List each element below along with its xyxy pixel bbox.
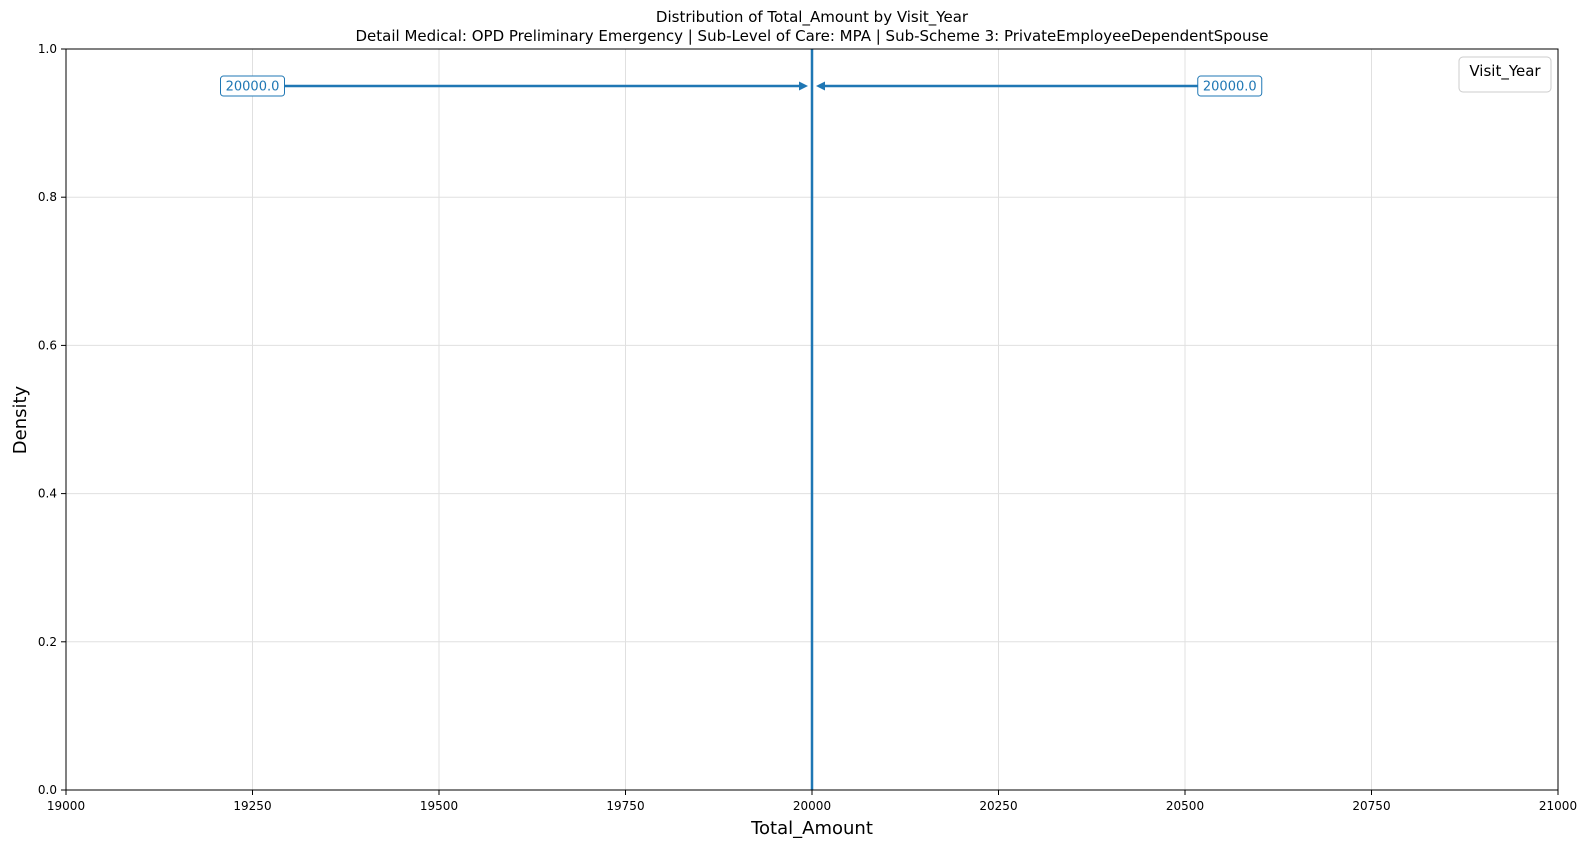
x-tick-label: 19000 xyxy=(47,799,85,813)
x-tick-label: 19750 xyxy=(606,799,644,813)
x-tick-label: 19250 xyxy=(233,799,271,813)
legend-box xyxy=(1458,56,1552,93)
annotation-label: 20000.0 xyxy=(1203,80,1257,95)
y-axis-ticks: 0.0 0.2 0.4 0.6 0.8 1.0 xyxy=(38,42,66,797)
chart-subtitle: Detail Medical: OPD Preliminary Emergenc… xyxy=(355,27,1268,45)
annotations: 20000.0 20000.0 xyxy=(220,75,1263,97)
annotation-box xyxy=(1197,75,1263,97)
x-tick-label: 21000 xyxy=(1539,799,1577,813)
annotation-label: 20000.0 xyxy=(226,80,280,95)
chart-title: Distribution of Total_Amount by Visit_Ye… xyxy=(656,8,969,27)
y-axis-label: Density xyxy=(10,385,31,454)
x-tick-label: 20250 xyxy=(979,799,1017,813)
annotation-arrow-head xyxy=(816,81,825,91)
x-tick-label: 20500 xyxy=(1166,799,1204,813)
annotation-arrow-head xyxy=(799,81,808,91)
y-tick-label: 0.8 xyxy=(38,190,57,204)
x-tick-label: 20000 xyxy=(793,799,831,813)
y-tick-label: 0.4 xyxy=(38,487,57,501)
annotation-box xyxy=(220,75,285,97)
y-tick-label: 1.0 xyxy=(38,42,57,56)
x-tick-label: 19500 xyxy=(420,799,458,813)
x-axis-label: Total_Amount xyxy=(750,818,873,839)
legend: Visit_Year xyxy=(1458,56,1552,93)
x-axis-ticks: 19000 19250 19500 19750 20000 20250 20500 20750… xyxy=(47,790,1577,813)
y-tick-label: 0.0 xyxy=(38,783,57,797)
y-tick-label: 0.6 xyxy=(38,338,57,352)
legend-title: Visit_Year xyxy=(1469,62,1541,81)
y-tick-label: 0.2 xyxy=(38,635,57,649)
x-tick-label: 20750 xyxy=(1352,799,1390,813)
